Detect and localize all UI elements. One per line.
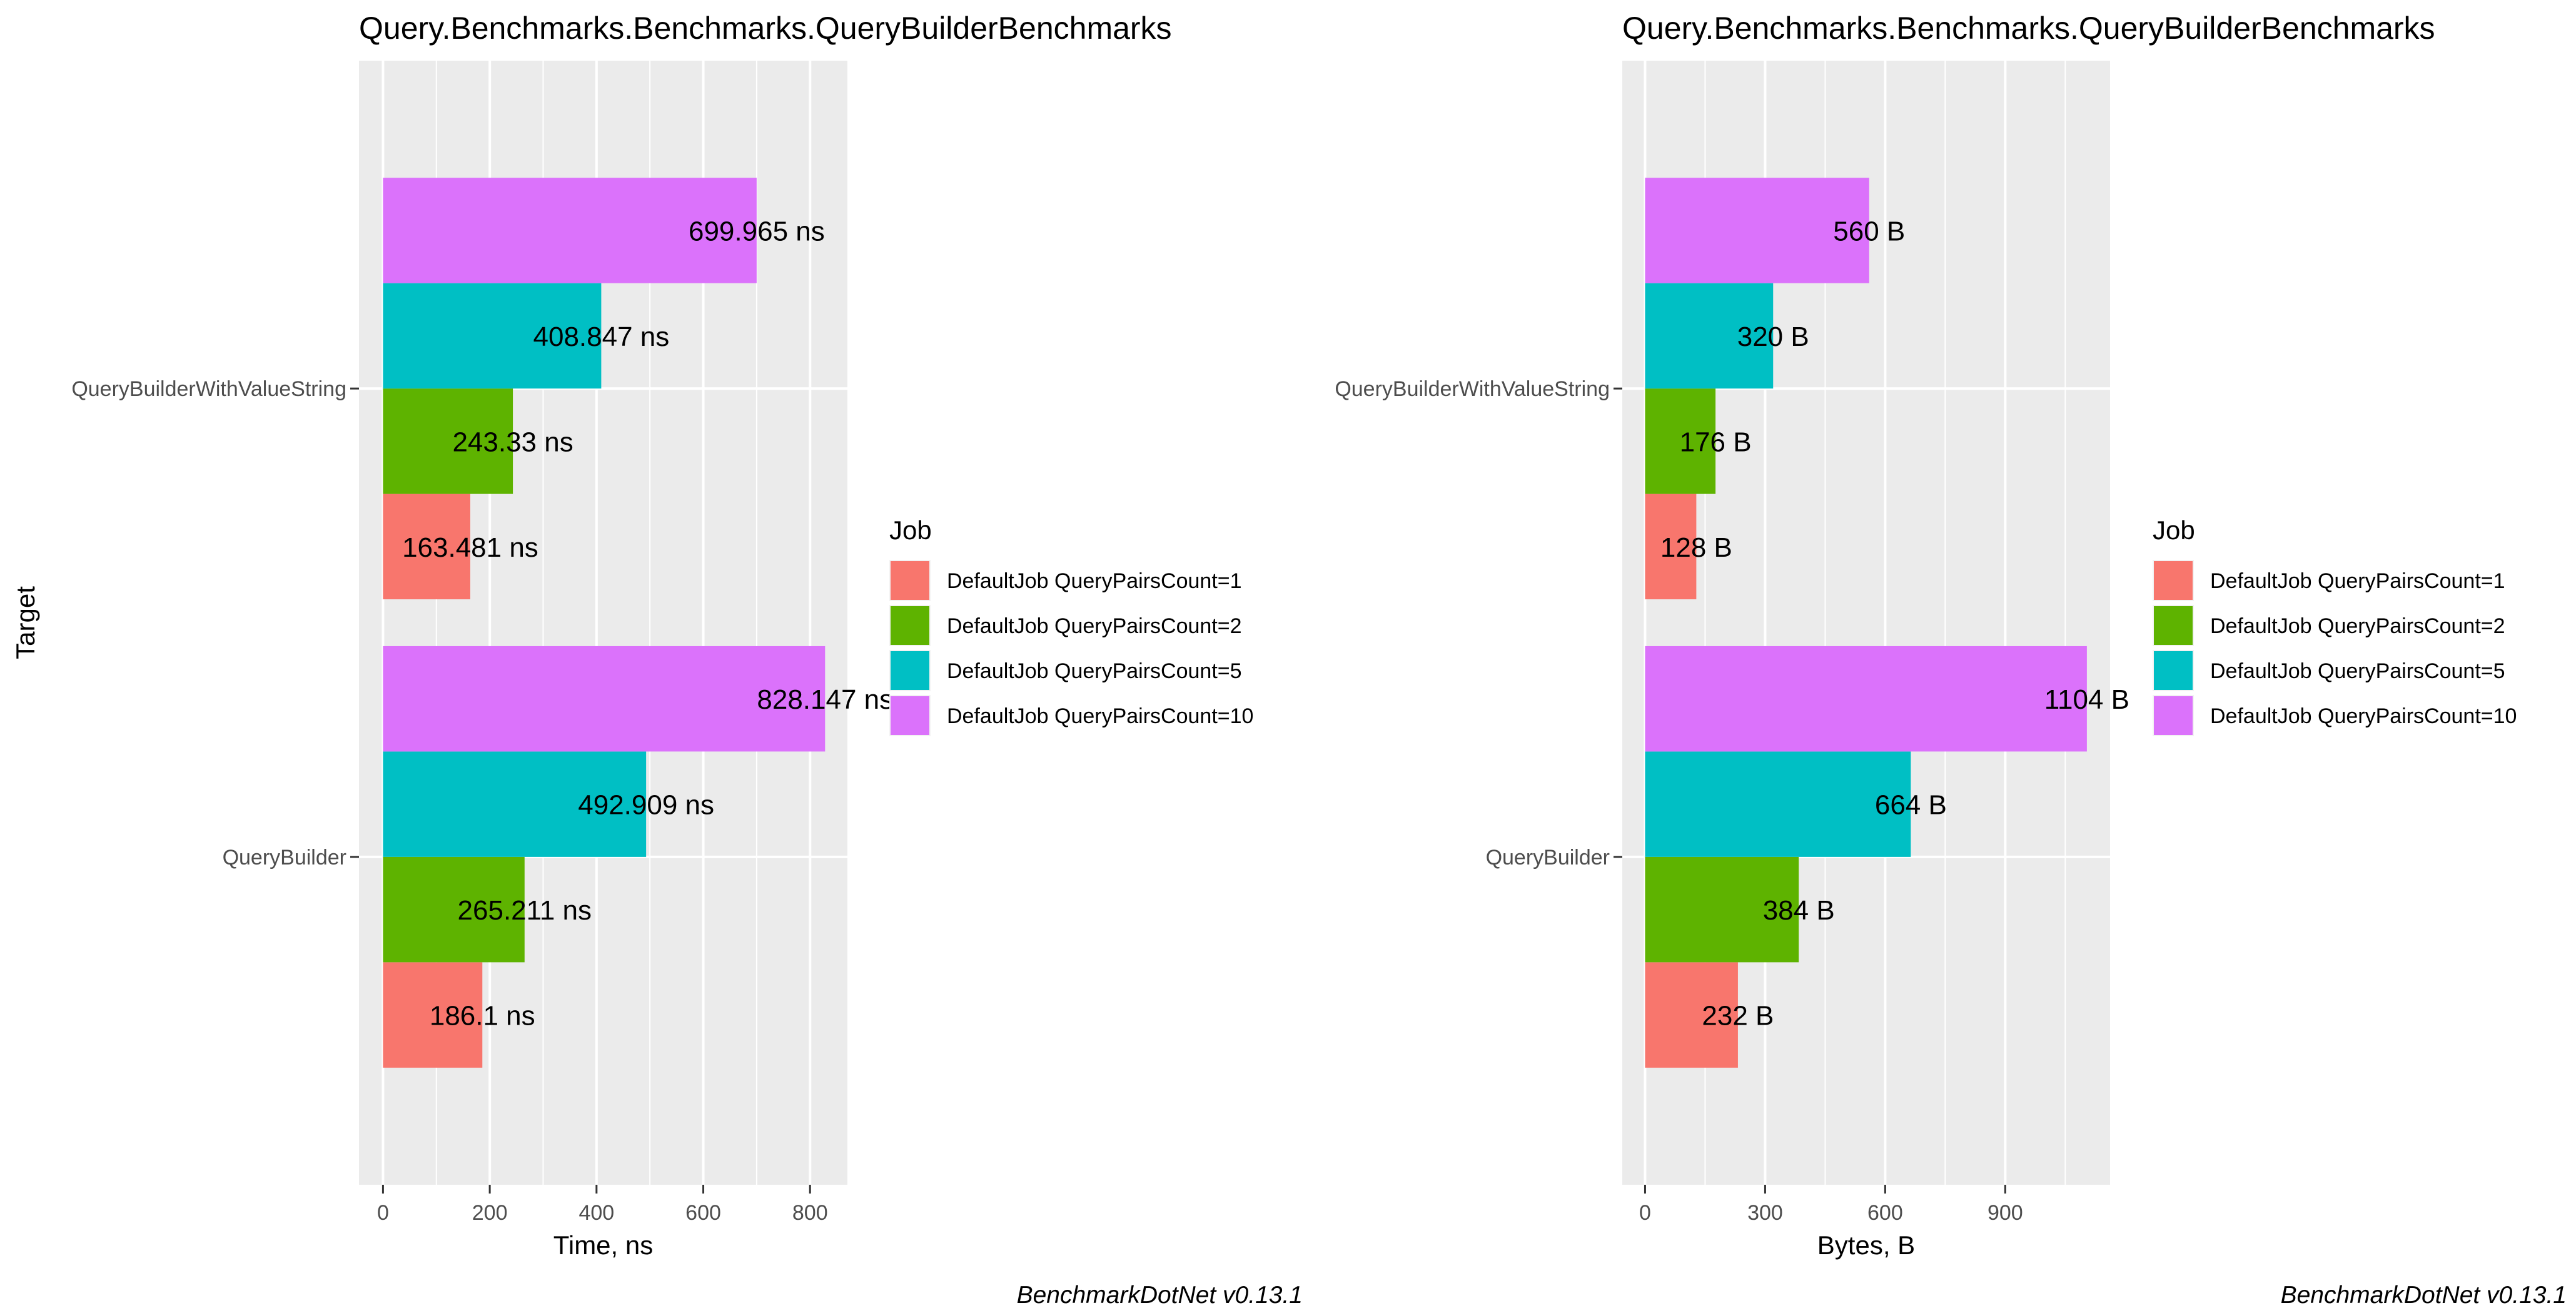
legend-label: DefaultJob QueryPairsCount=10	[947, 704, 1253, 728]
legend-label: DefaultJob QueryPairsCount=2	[947, 614, 1242, 638]
bar-value-label: 1104 B	[2044, 684, 2129, 715]
bar-value-label: 492.909 ns	[578, 790, 714, 821]
x-axis-title: Time, ns	[553, 1230, 653, 1260]
bar-value-label: 176 B	[1680, 427, 1752, 457]
chart-caption: BenchmarkDotNet v0.13.1	[2281, 1282, 2567, 1309]
bar-value-label: 828.147 ns	[757, 684, 893, 715]
legend-swatch	[2154, 561, 2193, 600]
bar-value-label: 384 B	[1763, 895, 1835, 926]
bar-value-label: 408.847 ns	[533, 322, 670, 352]
x-tick-label: 300	[1747, 1201, 1783, 1225]
legend-label: DefaultJob QueryPairsCount=5	[2210, 659, 2505, 683]
legend-swatch	[2154, 651, 2193, 690]
bar-value-label: 243.33 ns	[452, 427, 573, 457]
bar	[383, 283, 602, 389]
bar-value-label: 186.1 ns	[430, 1001, 535, 1032]
bar	[383, 388, 513, 494]
bar	[1645, 962, 1738, 1068]
x-tick-label: 600	[685, 1201, 721, 1225]
bar-value-label: 560 B	[1833, 216, 1905, 246]
chart-caption: BenchmarkDotNet v0.13.1	[1017, 1282, 1303, 1309]
y-axis-title: Target	[11, 586, 40, 659]
bar	[1645, 283, 1774, 389]
chart-panel-2: Query.Benchmarks.Benchmarks.QueryBuilder…	[1335, 11, 2567, 1309]
bar-value-label: 664 B	[1875, 790, 1947, 821]
x-tick-label: 200	[472, 1201, 508, 1225]
legend-swatch	[891, 651, 929, 690]
legend-label: DefaultJob QueryPairsCount=1	[947, 569, 1242, 593]
bar	[1645, 646, 2087, 752]
legend-label: DefaultJob QueryPairsCount=10	[2210, 704, 2517, 728]
legend-label: DefaultJob QueryPairsCount=2	[2210, 614, 2505, 638]
bar	[383, 646, 826, 752]
bar	[1645, 751, 1911, 857]
legend-title: Job	[2153, 515, 2195, 545]
legend-title: Job	[889, 515, 932, 545]
x-tick-label: 0	[1639, 1201, 1651, 1225]
bar-value-label: 232 B	[1702, 1001, 1774, 1032]
legend-swatch	[891, 561, 929, 600]
bar	[383, 751, 647, 857]
legend: Job DefaultJob QueryPairsCount=1 DefaultJo…	[2153, 515, 2517, 736]
y-tick-label: QueryBuilder	[1486, 846, 1610, 869]
legend-swatch	[2154, 606, 2193, 645]
chart-title: Query.Benchmarks.Benchmarks.QueryBuilder…	[1622, 11, 2435, 46]
bar-value-label: 699.965 ns	[689, 216, 825, 246]
bar-value-label: 320 B	[1737, 322, 1809, 352]
bar-value-label: 265.211 ns	[458, 895, 592, 926]
bar	[383, 856, 525, 963]
y-tick-label: QueryBuilderWithValueString	[71, 377, 346, 401]
legend-label: DefaultJob QueryPairsCount=1	[2210, 569, 2505, 593]
bar	[383, 178, 757, 283]
bar	[383, 962, 483, 1068]
x-tick-label: 600	[1867, 1201, 1903, 1225]
x-tick-label: 0	[377, 1201, 389, 1225]
x-tick-label: 800	[792, 1201, 828, 1225]
bar	[1645, 178, 1869, 283]
y-tick-label: QueryBuilderWithValueString	[1335, 377, 1610, 401]
chart-title: Query.Benchmarks.Benchmarks.QueryBuilder…	[359, 11, 1172, 46]
y-tick-label: QueryBuilder	[223, 846, 346, 869]
bar-value-label: 128 B	[1660, 532, 1732, 563]
bar	[383, 494, 470, 600]
x-tick-label: 400	[578, 1201, 614, 1225]
legend-swatch	[2154, 696, 2193, 735]
bar	[1645, 856, 1799, 963]
legend-label: DefaultJob QueryPairsCount=5	[947, 659, 1242, 683]
legend: Job DefaultJob QueryPairsCount=1 DefaultJo…	[889, 515, 1253, 736]
legend-swatch	[891, 696, 929, 735]
x-axis-title: Bytes, B	[1817, 1230, 1915, 1260]
bar	[1645, 494, 1697, 600]
chart-panel-1: Query.Benchmarks.Benchmarks.QueryBuilder…	[11, 11, 1303, 1309]
bar-value-label: 163.481 ns	[402, 532, 538, 563]
bar	[1645, 388, 1716, 494]
legend-swatch	[891, 606, 929, 645]
x-tick-label: 900	[1988, 1201, 2023, 1225]
